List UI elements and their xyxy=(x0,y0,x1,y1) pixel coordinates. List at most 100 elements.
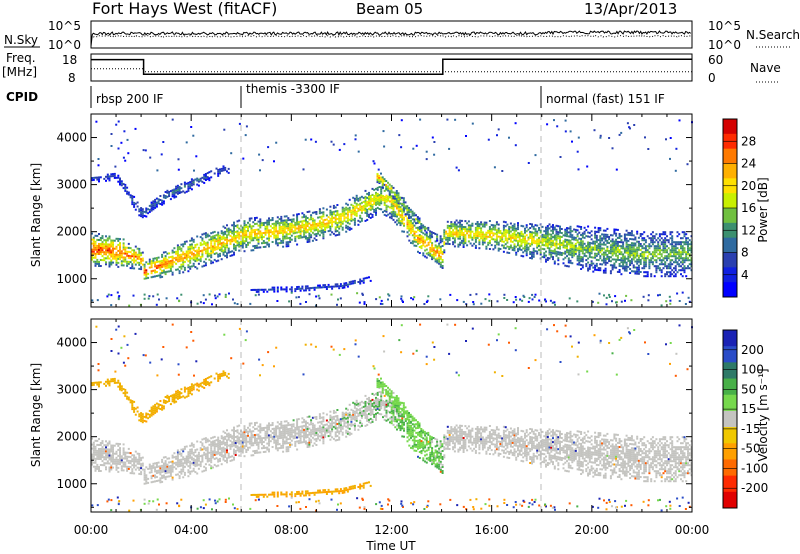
power-cell xyxy=(343,284,346,287)
power-cell xyxy=(625,239,628,242)
power-cell xyxy=(595,246,598,249)
power-cell xyxy=(639,233,642,235)
velocity-cell xyxy=(131,460,134,463)
power-cell xyxy=(588,247,591,250)
power-cell xyxy=(297,287,300,290)
power-cell xyxy=(296,288,299,290)
power-cell xyxy=(609,256,612,259)
power-cell xyxy=(231,238,234,241)
power-cell xyxy=(304,289,307,292)
power-cell xyxy=(157,198,160,201)
nave-right-tick-top: 60 xyxy=(708,53,723,67)
power-cell xyxy=(448,237,451,239)
power-cell xyxy=(455,166,458,169)
power-cell xyxy=(380,202,383,205)
power-cell xyxy=(357,197,360,200)
power-cell xyxy=(295,296,298,299)
velocity-cell xyxy=(120,465,123,468)
power-cell xyxy=(334,228,337,231)
power-cell xyxy=(175,187,178,190)
power-cell xyxy=(531,233,533,236)
power-cell xyxy=(397,199,400,202)
power-cell xyxy=(655,251,658,254)
power-cell xyxy=(655,267,658,270)
velocity-cell xyxy=(226,439,228,442)
power-cell xyxy=(276,220,279,223)
power-cell xyxy=(103,257,106,260)
velocity-cell xyxy=(157,461,160,464)
power-cell xyxy=(245,234,248,236)
velocity-cell xyxy=(241,437,244,440)
power-cell xyxy=(396,219,398,222)
power-cell xyxy=(459,241,462,244)
power-cell xyxy=(657,241,660,244)
power-cell xyxy=(488,226,491,228)
power-cell xyxy=(285,231,288,234)
power-cell xyxy=(366,196,369,199)
power-cell xyxy=(243,220,246,223)
power-cell xyxy=(469,242,472,245)
power-cell xyxy=(400,146,403,149)
power-cell xyxy=(448,231,451,233)
power-cell xyxy=(648,237,651,240)
power-cell xyxy=(368,207,370,210)
velocity-cell xyxy=(92,445,95,448)
power-cell xyxy=(313,227,316,230)
power-cell xyxy=(658,257,661,260)
velocity-cell xyxy=(224,451,227,454)
power-cell xyxy=(622,245,625,248)
power-cell xyxy=(224,248,227,251)
power-cell xyxy=(457,235,460,238)
power-cell xyxy=(112,239,114,242)
noise-panel: N.Sky 10^5 10^0 10^5 10^0 N.Search xyxy=(4,19,800,52)
power-cell xyxy=(559,251,561,254)
power-cell xyxy=(559,247,561,250)
power-cell xyxy=(578,225,581,228)
power-cell xyxy=(115,259,118,262)
power-cell xyxy=(593,129,596,132)
power-cell xyxy=(554,303,556,306)
power-cell xyxy=(287,237,290,240)
power-cell xyxy=(485,245,488,248)
velocity-cell xyxy=(110,458,113,461)
velocity-cell xyxy=(182,464,185,467)
power-cell xyxy=(154,261,157,264)
power-cell xyxy=(680,253,682,256)
velocity-cell xyxy=(212,440,214,443)
power-cell xyxy=(685,257,688,260)
velocity-cell xyxy=(187,465,190,468)
velocity-cell xyxy=(131,472,134,475)
power-cell xyxy=(222,243,225,246)
power-cell xyxy=(108,257,111,260)
power-cell xyxy=(366,204,369,207)
power-cell xyxy=(101,251,104,254)
power-cell xyxy=(320,217,323,220)
power-cell xyxy=(217,247,220,250)
power-cell xyxy=(688,259,691,262)
power-cell xyxy=(620,131,623,134)
power-cell xyxy=(318,222,321,225)
power-cell xyxy=(152,202,155,205)
power-cell xyxy=(336,303,338,306)
power-cell xyxy=(667,267,670,270)
power-cell xyxy=(203,240,206,243)
power-cell xyxy=(233,237,235,240)
power-cell xyxy=(413,234,416,237)
power-cell xyxy=(297,285,300,288)
velocity-cell xyxy=(175,457,178,460)
velocity-cell xyxy=(236,439,239,442)
power-cell xyxy=(110,245,113,248)
power-cell xyxy=(448,227,451,229)
power-cell xyxy=(632,252,635,255)
power-cell xyxy=(604,251,607,254)
power-cell xyxy=(550,243,553,246)
power-cell xyxy=(580,246,583,248)
power-cell xyxy=(651,251,654,254)
power-cell xyxy=(532,227,535,230)
power-cell xyxy=(317,294,320,297)
power-cell xyxy=(196,257,199,260)
velocity-cell xyxy=(204,467,207,470)
power-cell xyxy=(402,207,405,210)
power-cell xyxy=(620,300,623,303)
power-cell xyxy=(169,268,172,270)
